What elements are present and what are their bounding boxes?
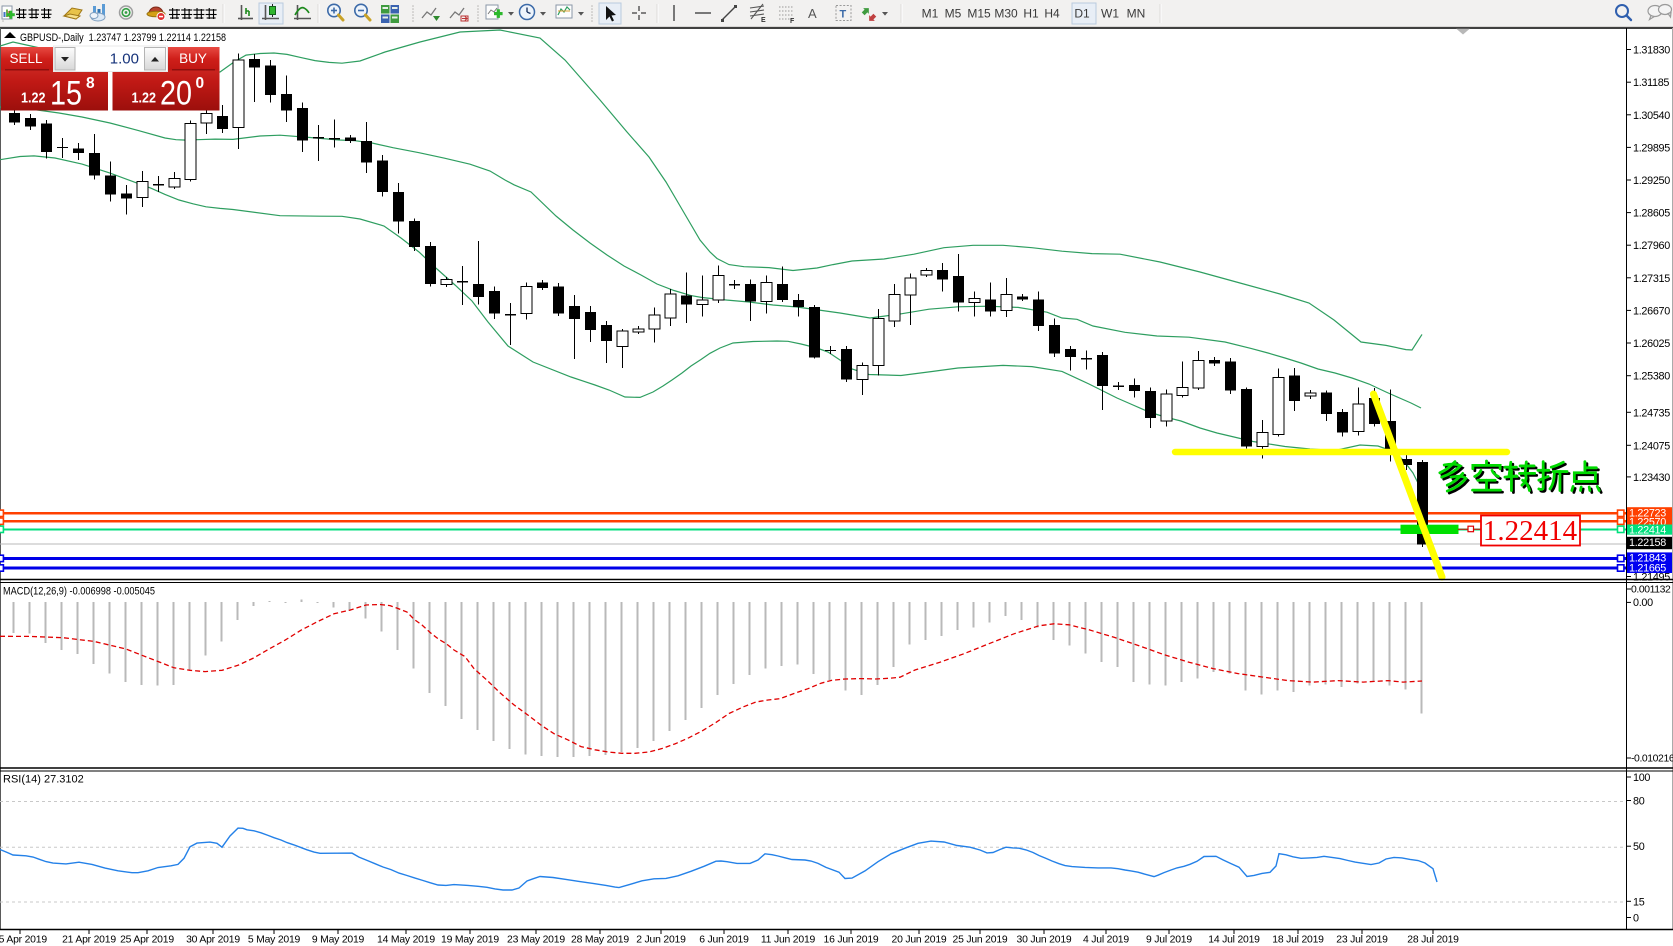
svg-text:M1: M1 bbox=[922, 7, 939, 21]
svg-text:50: 50 bbox=[1633, 841, 1645, 853]
svg-text:1.22: 1.22 bbox=[21, 90, 46, 107]
svg-text:14 Jul 2019: 14 Jul 2019 bbox=[1208, 935, 1260, 946]
svg-text:28 Jul 2019: 28 Jul 2019 bbox=[1407, 935, 1459, 946]
svg-text:1.00: 1.00 bbox=[110, 51, 139, 68]
svg-text:1.21495: 1.21495 bbox=[1633, 572, 1670, 584]
svg-text:1.22158: 1.22158 bbox=[1629, 537, 1666, 549]
svg-text:100: 100 bbox=[1633, 772, 1650, 784]
svg-text:1.22414: 1.22414 bbox=[1483, 515, 1578, 547]
svg-text:1.27315: 1.27315 bbox=[1633, 273, 1670, 285]
svg-text:25 Jun 2019: 25 Jun 2019 bbox=[953, 935, 1008, 946]
svg-text:H1: H1 bbox=[1023, 7, 1039, 21]
svg-text:M15: M15 bbox=[967, 7, 991, 21]
svg-text:1.24735: 1.24735 bbox=[1633, 407, 1670, 419]
svg-text:MACD(12,26,9) -0.006998 -0.005: MACD(12,26,9) -0.006998 -0.005045 bbox=[3, 586, 155, 598]
svg-text:1.25380: 1.25380 bbox=[1633, 371, 1670, 383]
svg-text:21 Apr 2019: 21 Apr 2019 bbox=[62, 935, 116, 946]
svg-text:4 Jul 2019: 4 Jul 2019 bbox=[1083, 935, 1129, 946]
svg-text:0: 0 bbox=[1633, 913, 1639, 925]
svg-text:14 May 2019: 14 May 2019 bbox=[377, 935, 435, 946]
svg-text:1.21665: 1.21665 bbox=[1629, 562, 1666, 574]
svg-text:GBPUSD-,Daily 1.23747 1.23799: GBPUSD-,Daily 1.23747 1.23799 1.22114 1.… bbox=[20, 32, 226, 44]
svg-text:1.21843: 1.21843 bbox=[1629, 552, 1666, 564]
svg-text:H4: H4 bbox=[1044, 7, 1060, 21]
svg-text:0: 0 bbox=[196, 75, 205, 92]
svg-text:20: 20 bbox=[160, 75, 192, 113]
svg-text:8: 8 bbox=[86, 75, 95, 92]
svg-text:BUY: BUY bbox=[179, 51, 207, 66]
svg-text:M30: M30 bbox=[994, 7, 1018, 21]
svg-text:28 May 2019: 28 May 2019 bbox=[571, 935, 629, 946]
svg-text:20 Jun 2019: 20 Jun 2019 bbox=[892, 935, 947, 946]
svg-text:1.22: 1.22 bbox=[132, 90, 157, 107]
svg-text:RSI(14) 27.3102: RSI(14) 27.3102 bbox=[3, 774, 84, 786]
svg-text:1.23430: 1.23430 bbox=[1633, 472, 1670, 484]
svg-text:1.22723: 1.22723 bbox=[1629, 508, 1666, 520]
svg-text:T: T bbox=[840, 9, 847, 21]
svg-text:15: 15 bbox=[1633, 896, 1645, 908]
svg-text:2 Jun 2019: 2 Jun 2019 bbox=[636, 935, 686, 946]
svg-text:W1: W1 bbox=[1101, 7, 1119, 21]
svg-text:25 Apr 2019: 25 Apr 2019 bbox=[120, 935, 174, 946]
svg-text:D1: D1 bbox=[1074, 7, 1090, 21]
svg-text:15: 15 bbox=[50, 75, 82, 113]
svg-text:23 May 2019: 23 May 2019 bbox=[507, 935, 565, 946]
svg-text:E: E bbox=[761, 17, 766, 24]
svg-text:1.24075: 1.24075 bbox=[1633, 440, 1670, 452]
svg-text:1.27960: 1.27960 bbox=[1633, 240, 1670, 252]
svg-text:18 Jul 2019: 18 Jul 2019 bbox=[1272, 935, 1324, 946]
svg-text:9 May 2019: 9 May 2019 bbox=[312, 935, 365, 946]
svg-text:15 Apr 2019: 15 Apr 2019 bbox=[0, 935, 47, 946]
svg-text:11 Jun 2019: 11 Jun 2019 bbox=[761, 935, 816, 946]
svg-text:1.30540: 1.30540 bbox=[1633, 110, 1670, 122]
svg-text:1.31185: 1.31185 bbox=[1633, 77, 1669, 89]
svg-text:80: 80 bbox=[1633, 796, 1645, 808]
svg-text:-0.010216: -0.010216 bbox=[1631, 754, 1673, 765]
svg-text:1.29895: 1.29895 bbox=[1633, 142, 1670, 154]
svg-text:MN: MN bbox=[1127, 7, 1146, 21]
svg-text:6 Jun 2019: 6 Jun 2019 bbox=[699, 935, 749, 946]
svg-text:1.28605: 1.28605 bbox=[1633, 208, 1670, 220]
svg-text:30 Jun 2019: 30 Jun 2019 bbox=[1017, 935, 1072, 946]
svg-text:23 Jul 2019: 23 Jul 2019 bbox=[1336, 935, 1388, 946]
svg-text:F: F bbox=[790, 18, 795, 25]
svg-text:M5: M5 bbox=[945, 7, 962, 21]
svg-text:A: A bbox=[808, 6, 817, 21]
svg-text:1.26670: 1.26670 bbox=[1633, 305, 1670, 317]
svg-text:19 May 2019: 19 May 2019 bbox=[441, 935, 499, 946]
svg-text:SELL: SELL bbox=[9, 51, 43, 66]
svg-text:30 Apr 2019: 30 Apr 2019 bbox=[186, 935, 240, 946]
svg-text:0.001132: 0.001132 bbox=[1631, 585, 1671, 596]
svg-text:1.29250: 1.29250 bbox=[1633, 175, 1670, 187]
svg-text:1.31830: 1.31830 bbox=[1633, 45, 1670, 57]
svg-text:0.00: 0.00 bbox=[1633, 597, 1653, 609]
svg-text:1.22414: 1.22414 bbox=[1629, 525, 1666, 537]
svg-text:5 May 2019: 5 May 2019 bbox=[248, 935, 301, 946]
svg-text:9 Jul 2019: 9 Jul 2019 bbox=[1146, 935, 1192, 946]
svg-text:16 Jun 2019: 16 Jun 2019 bbox=[824, 935, 879, 946]
svg-text:1.26025: 1.26025 bbox=[1633, 338, 1670, 350]
